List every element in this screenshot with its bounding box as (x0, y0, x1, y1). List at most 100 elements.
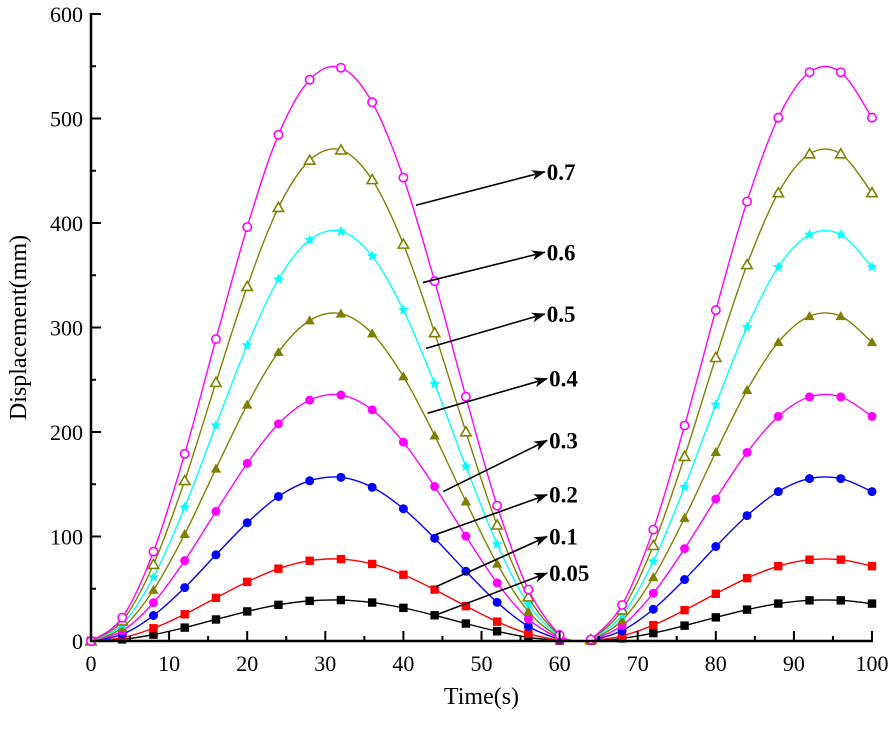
data-point-marker (802, 147, 817, 159)
data-point-marker (805, 596, 814, 605)
annotation-label: 0.05 (549, 561, 589, 586)
data-point-marker (836, 555, 845, 564)
data-point-marker (273, 129, 284, 140)
data-point-marker (490, 518, 504, 530)
data-point-marker (148, 611, 158, 621)
data-point-marker (835, 67, 846, 78)
data-point-marker (866, 337, 878, 347)
series-0_6 (84, 143, 879, 646)
y-tick-label: 200 (50, 420, 83, 445)
annotation-label: 0.3 (549, 428, 578, 453)
data-point-marker (742, 196, 753, 207)
data-point-marker (304, 234, 316, 245)
annotation-label: 0.7 (547, 160, 576, 185)
data-point-marker (242, 518, 252, 528)
data-point-marker (711, 613, 720, 622)
data-point-marker (367, 405, 377, 415)
data-point-marker (866, 112, 877, 123)
data-point-marker (180, 583, 190, 593)
data-point-marker (649, 620, 658, 630)
series-line (90, 476, 873, 642)
annotation-label: 0.5 (547, 302, 576, 327)
annotation-arrow (435, 535, 549, 588)
data-point-marker (804, 311, 815, 321)
data-point-marker (149, 624, 158, 633)
data-point-marker (117, 612, 128, 623)
annotation-arrow (415, 170, 546, 207)
data-point-marker (711, 494, 721, 504)
data-point-marker (396, 237, 410, 249)
data-point-marker (805, 474, 815, 484)
data-point-marker (179, 501, 191, 512)
data-point-marker (336, 554, 346, 564)
data-point-marker (209, 375, 223, 388)
data-point-marker (459, 425, 473, 437)
y-axis-title: Displacement(mm) (6, 235, 32, 420)
data-point-marker (146, 557, 161, 570)
data-point-marker (148, 598, 158, 608)
data-point-marker (334, 143, 348, 155)
x-ticks: 0 10 20 30 40 50 60 70 80 90 100 (86, 631, 889, 676)
y-tick-label: 500 (50, 107, 83, 132)
data-point-marker (742, 605, 752, 614)
y-tick-label: 0 (72, 629, 83, 654)
x-tick-label: 70 (627, 651, 649, 676)
x-tick-label: 0 (86, 651, 97, 676)
data-point-marker (741, 384, 753, 394)
data-point-marker (430, 482, 440, 492)
data-point-marker (305, 476, 315, 486)
data-point-marker (492, 617, 502, 626)
x-tick-label: 40 (392, 651, 414, 676)
data-point-marker (335, 308, 347, 318)
y-tick-label: 400 (50, 211, 83, 236)
series-layer (84, 62, 879, 646)
data-point-marker (774, 561, 783, 571)
series-line (90, 229, 873, 642)
data-point-marker (492, 597, 502, 607)
data-point-marker (117, 622, 128, 632)
data-point-marker (648, 604, 658, 614)
data-point-marker (774, 599, 783, 608)
annotation-arrow (435, 572, 549, 616)
series-line (90, 393, 873, 642)
data-point-marker (649, 628, 658, 638)
x-axis-title: Time(s) (444, 684, 519, 710)
data-point-marker (491, 558, 503, 568)
data-point-marker (148, 584, 159, 594)
series-0_4 (85, 308, 878, 645)
data-point-marker (274, 600, 283, 610)
x-tick-label: 90 (783, 651, 805, 676)
data-point-marker (865, 185, 879, 198)
data-point-marker (867, 599, 877, 608)
data-point-marker (740, 257, 754, 270)
data-point-marker (742, 573, 752, 583)
data-point-marker (305, 556, 314, 565)
data-point-marker (428, 326, 442, 338)
data-point-marker (773, 112, 784, 123)
data-point-marker (303, 153, 317, 165)
data-point-marker (805, 392, 815, 402)
data-point-marker (398, 504, 408, 514)
annotation-0_5: 0.5 (425, 302, 576, 350)
annotation-0_4: 0.4 (427, 367, 578, 414)
series-line (90, 558, 873, 642)
data-point-marker (680, 575, 690, 585)
data-point-marker (523, 621, 533, 631)
data-point-marker (180, 610, 189, 619)
data-point-marker (336, 472, 346, 482)
data-point-marker (836, 474, 846, 484)
data-point-marker (773, 487, 783, 497)
data-point-marker (524, 629, 533, 638)
x-tick-label: 10 (158, 651, 180, 676)
data-point-marker (398, 371, 409, 381)
data-point-marker (804, 67, 815, 78)
series-line (90, 148, 873, 642)
series-0_3 (86, 390, 877, 646)
data-point-marker (243, 577, 252, 587)
data-point-marker (491, 538, 503, 549)
data-point-marker (679, 420, 690, 431)
data-point-marker (772, 261, 784, 272)
data-point-marker (367, 97, 378, 108)
data-point-marker (834, 147, 848, 159)
